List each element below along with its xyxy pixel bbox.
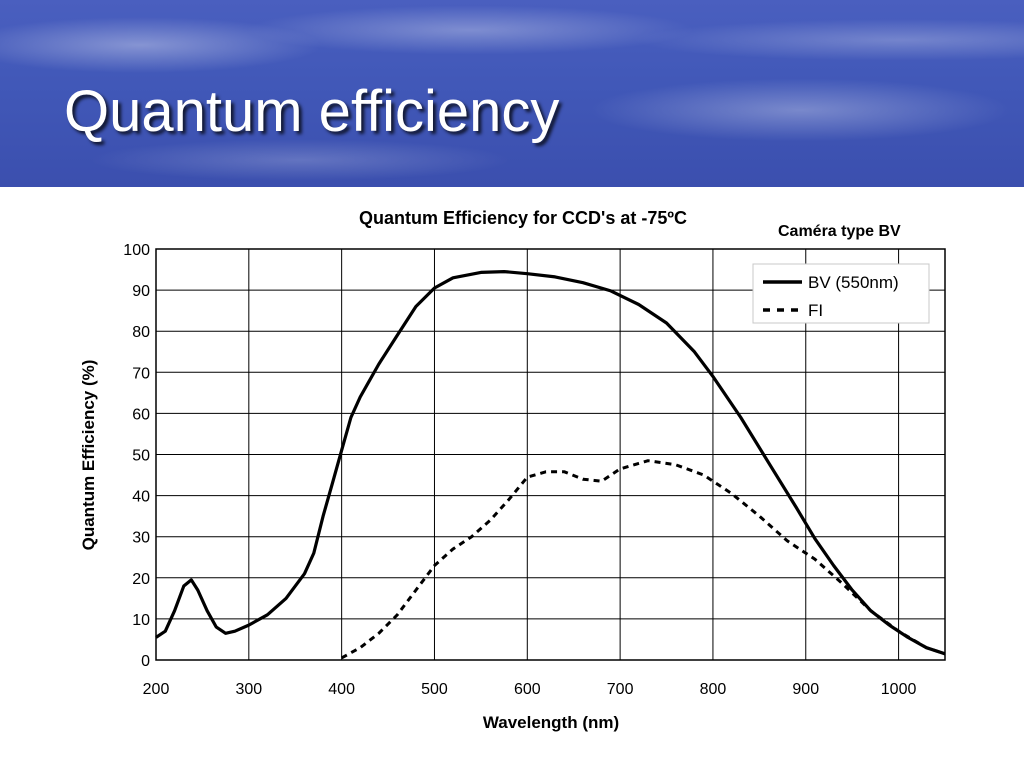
legend-box [752, 263, 930, 324]
series-line-fi [340, 459, 946, 660]
legend-label-bv: BV (550nm) [808, 273, 899, 292]
slide-title: Quantum efficiency [64, 79, 560, 144]
x-tick-label: 400 [328, 681, 355, 698]
series-line-bv [155, 270, 946, 656]
y-tick-label: 100 [123, 242, 150, 259]
y-tick-label: 50 [132, 448, 150, 465]
y-tick-label: 10 [132, 612, 150, 629]
x-tick-label: 200 [143, 681, 170, 698]
camera-type-annotation: Caméra type BV [778, 223, 901, 240]
chart-series [155, 270, 946, 660]
legend-label-fi: FI [808, 301, 823, 320]
chart-axes: 0 10 20 30 40 50 60 70 80 90 100 200 300 400 500 600 700… [123, 242, 946, 698]
y-tick-label: 30 [132, 530, 150, 547]
chart-title: Quantum Efficiency for CCD's at -75ºC [359, 208, 687, 228]
x-tick-label: 600 [514, 681, 541, 698]
y-tick-label: 20 [132, 571, 150, 588]
y-axis-title: Quantum Efficiency (%) [79, 360, 98, 551]
y-tick-label: 80 [132, 324, 150, 341]
y-tick-label: 60 [132, 406, 150, 423]
x-tick-label: 800 [700, 681, 727, 698]
slide-header: Quantum efficiency [0, 0, 1024, 187]
chart-legend: BV (550nm) FI [752, 263, 930, 324]
x-tick-label: 500 [421, 681, 448, 698]
x-tick-label: 1000 [881, 681, 917, 698]
plot-border [155, 248, 946, 661]
y-tick-label: 90 [132, 283, 150, 300]
y-tick-label: 0 [141, 653, 150, 670]
x-axis-title: Wavelength (nm) [483, 713, 619, 732]
y-tick-label: 40 [132, 489, 150, 506]
x-tick-label: 300 [235, 681, 262, 698]
x-tick-label: 700 [607, 681, 634, 698]
x-tick-label: 900 [792, 681, 819, 698]
y-tick-label: 70 [132, 365, 150, 382]
